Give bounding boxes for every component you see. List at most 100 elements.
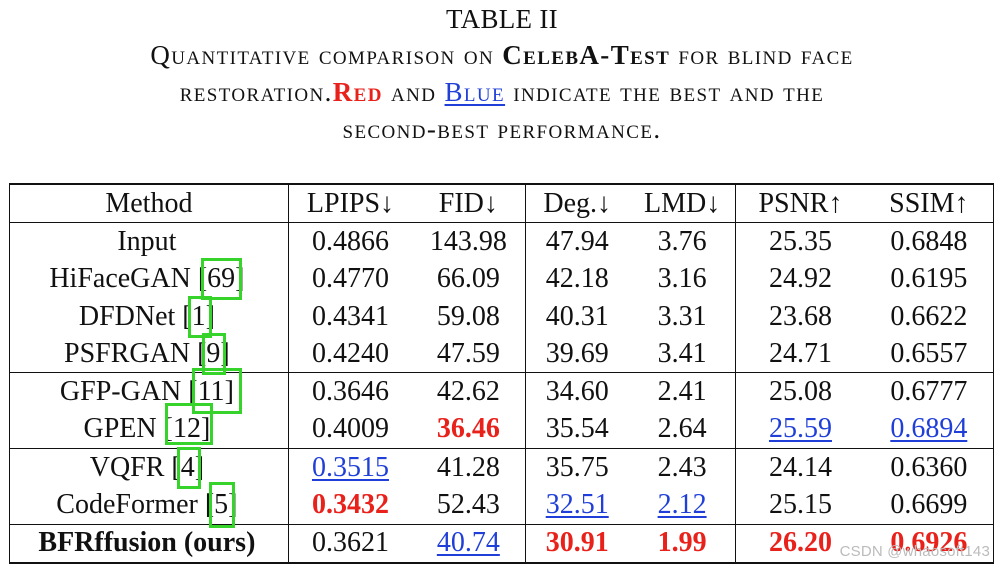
table-row: PSFRGAN [9] 0.4240 47.59 39.69 3.41 24.71 0.65… <box>9 332 994 375</box>
metric-value: 40.74 <box>436 527 500 559</box>
citation-ref[interactable]: 1 <box>187 295 212 338</box>
deg-cell: 47.94 <box>524 222 629 261</box>
metric-value: 0.6622 <box>890 300 968 332</box>
psnr-cell: 26.20 <box>735 524 865 564</box>
table-title: TABLE II <box>446 4 558 34</box>
method-cell: HiFaceGAN [69] <box>9 258 289 301</box>
ssim-cell: 0.6699 <box>864 486 994 525</box>
citation-number: 4 <box>180 451 195 483</box>
method-cell: GPEN [12] <box>9 403 289 450</box>
deg-cell: 35.54 <box>524 410 629 450</box>
lmd-cell: 3.16 <box>629 261 736 298</box>
method-name: PSFRGAN [ <box>64 337 207 369</box>
metric-value: 1.99 <box>657 527 707 559</box>
header-lpips: LPIPS↓ <box>288 183 413 224</box>
fid-cell: 41.28 <box>412 449 525 487</box>
metric-value: 0.6699 <box>890 489 968 521</box>
lmd-cell: 2.12 <box>628 486 736 525</box>
table-row: Input 0.4866 143.98 47.94 3.76 25.35 0.6848 <box>9 222 994 261</box>
citation-ref[interactable]: 12 <box>164 403 213 447</box>
psnr-cell: 24.92 <box>735 260 865 298</box>
ssim-cell: 0.6557 <box>864 335 994 374</box>
metric-value: 35.54 <box>545 413 609 445</box>
fid-cell: 36.46 <box>412 410 526 450</box>
metric-value: 59.08 <box>436 300 500 332</box>
metric-value: 0.6926 <box>890 527 968 559</box>
metric-value: 2.43 <box>657 451 707 483</box>
caption-line-1: Quantitative comparison on CelebA-Test f… <box>0 40 1004 71</box>
method-cell: PSFRGAN [9] <box>9 332 289 375</box>
highlight-box <box>209 482 236 529</box>
method-cell: DFDNet [1] <box>9 295 289 338</box>
method-name: HiFaceGAN [ <box>49 263 208 295</box>
caption-line-2: restoration.Red and Blue indicate the be… <box>0 77 1004 108</box>
lmd-cell: 3.76 <box>629 223 736 261</box>
metric-value: 32.51 <box>545 489 609 521</box>
caption-text: restoration. <box>179 77 333 107</box>
metric-value: 0.6894 <box>890 413 968 445</box>
lpips-cell: 0.4009 <box>288 410 413 450</box>
table-row: BFRffusion (ours) 0.3621 40.74 30.91 1.99 26.… <box>9 524 994 564</box>
metric-value: 24.14 <box>768 451 832 483</box>
caption-text: and <box>382 77 445 107</box>
lpips-cell: 0.3515 <box>288 449 412 487</box>
citation-bracket: ] <box>200 413 211 445</box>
table-row: GPEN [12] 0.4009 36.46 35.54 2.64 25.59 0.6894 <box>9 403 994 450</box>
metric-value: 0.3646 <box>311 376 389 408</box>
psnr-cell: 25.35 <box>735 222 865 261</box>
citation-ref[interactable]: 5 <box>209 482 236 529</box>
header-psnr: PSNR↑ <box>735 183 865 224</box>
metric-value: 30.91 <box>545 527 609 559</box>
psnr-cell: 24.71 <box>735 335 865 374</box>
highlight-box <box>187 295 212 338</box>
psnr-cell: 24.14 <box>735 448 865 487</box>
lmd-cell: 1.99 <box>628 524 736 564</box>
metric-value: 0.6360 <box>890 451 968 483</box>
citation-number: 5 <box>214 489 229 521</box>
fid-cell: 59.08 <box>412 298 525 335</box>
method-name: CodeFormer [ <box>56 489 215 521</box>
ssim-cell: 0.6360 <box>864 448 994 487</box>
fid-cell: 143.98 <box>412 223 525 261</box>
citation-ref[interactable]: 69 <box>201 258 243 301</box>
metric-value: 0.6848 <box>890 225 968 257</box>
metric-value: 41.28 <box>436 451 500 483</box>
metric-value: 3.31 <box>657 300 707 332</box>
table-row: HiFaceGAN [69] 0.4770 66.09 42.18 3.16 24.92 0… <box>9 258 994 301</box>
ssim-cell: 0.6622 <box>864 297 994 336</box>
ssim-cell: 0.6894 <box>864 410 994 450</box>
table-row: DFDNet [1] 0.4341 59.08 40.31 3.31 23.68 0.662… <box>9 295 994 338</box>
metric-value: 35.75 <box>545 451 609 483</box>
metric-value: 42.18 <box>545 263 609 295</box>
metric-value: 47.94 <box>545 225 609 257</box>
citation-ref[interactable]: 4 <box>176 446 201 489</box>
deg-cell: 42.18 <box>524 260 629 298</box>
citation-ref[interactable]: 11 <box>191 368 242 415</box>
lmd-cell: 2.41 <box>629 373 736 411</box>
metric-value: 143.98 <box>429 225 507 257</box>
caption-line-3: second-best performance. <box>342 114 662 144</box>
header-row: Method LPIPS↓ FID↓ Deg.↓ LMD↓ PSNR↑ SSIM… <box>9 183 994 224</box>
deg-cell: 40.31 <box>524 297 629 336</box>
lpips-cell: 0.4866 <box>288 223 412 261</box>
deg-cell: 39.69 <box>524 335 629 374</box>
metric-value: 0.3432 <box>311 489 389 521</box>
method-name: BFRffusion (ours) <box>38 527 256 559</box>
fid-cell: 40.74 <box>412 524 526 564</box>
method-name: VQFR [ <box>89 451 181 483</box>
highlight-box <box>176 446 201 489</box>
ssim-cell: 0.6195 <box>864 260 994 298</box>
citation-number: 1 <box>191 300 206 332</box>
citation-ref[interactable]: 9 <box>202 332 227 375</box>
highlight-box <box>201 258 243 301</box>
ssim-cell: 0.6777 <box>864 372 994 411</box>
metric-value: 0.4770 <box>311 263 389 295</box>
method-name: Input <box>117 225 177 257</box>
results-table: Method LPIPS↓ FID↓ Deg.↓ LMD↓ PSNR↑ SSIM… <box>9 183 994 564</box>
method-cell: BFRffusion (ours) <box>9 524 289 564</box>
highlight-box <box>164 403 213 446</box>
metric-value: 26.20 <box>768 527 832 559</box>
watermark: CSDN @whaosoft143 <box>839 543 990 560</box>
citation-number: 9 <box>206 337 221 369</box>
psnr-cell: 23.68 <box>735 297 865 336</box>
